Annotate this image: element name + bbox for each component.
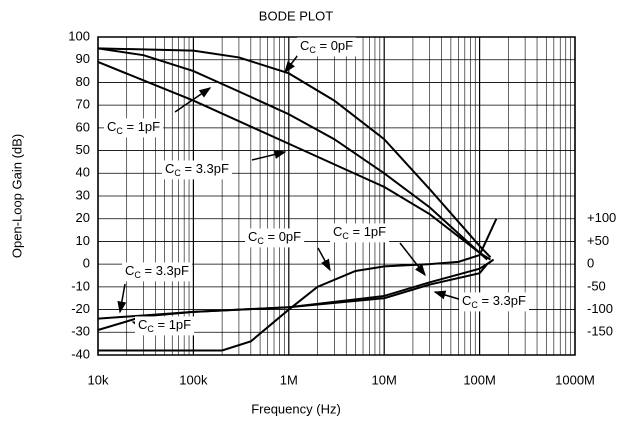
- annotation-text: = 0pF: [316, 38, 353, 53]
- y-tick-label: 80: [76, 74, 90, 89]
- annotation-background: [122, 262, 193, 282]
- y-tick-label: 10: [76, 233, 90, 248]
- y-tick-label: 100: [68, 28, 90, 43]
- annotation-sub: C: [257, 236, 264, 246]
- annotation: CC = 3.3pF: [125, 263, 189, 280]
- annotation: CC = 1pF: [138, 317, 191, 334]
- series-line: [97, 47, 488, 261]
- plot-frame: [97, 36, 576, 356]
- annotation-base: C: [248, 229, 257, 244]
- x-tick-label: 100M: [463, 372, 496, 387]
- y-tick-label: 30: [76, 187, 90, 202]
- y-tick-label: -10: [71, 278, 90, 293]
- annotation-sub: C: [147, 324, 154, 334]
- annotation-text: = 1pF: [154, 317, 191, 332]
- annotation-background: [135, 316, 195, 336]
- y-tick-label: 0: [83, 256, 90, 271]
- annotation-arrow: [317, 247, 331, 272]
- annotation-text: = 1pF: [123, 119, 160, 134]
- y-tick-label: 60: [76, 119, 90, 134]
- annotation-text: = 3.3pF: [181, 161, 229, 176]
- annotation-text: = 1pF: [349, 224, 386, 239]
- annotation: CC = 0pF: [248, 229, 301, 246]
- annotation-sub: C: [471, 300, 478, 310]
- annotation-sub: C: [116, 126, 123, 136]
- y-axis-label: Open-Loop Gain (dB): [9, 134, 24, 258]
- annotation: CC = 3.3pF: [165, 161, 229, 178]
- y-tick-label: 90: [76, 51, 90, 66]
- annotation-arrow: [117, 283, 127, 314]
- y-tick-label: -40: [71, 346, 90, 361]
- annotation: CC = 0pF: [300, 38, 353, 55]
- annotation-sub: C: [342, 231, 349, 241]
- series-line: [97, 47, 492, 259]
- y-tick-label: 70: [76, 97, 90, 112]
- series-line: [97, 261, 492, 320]
- y-tick-label: 50: [76, 142, 90, 157]
- annotation-background: [162, 160, 233, 180]
- annotation-base: C: [300, 38, 309, 53]
- annotation-base: C: [462, 293, 471, 308]
- annotation-arrow: [174, 87, 212, 113]
- annotation-sub: C: [174, 168, 181, 178]
- annotation-base: C: [125, 263, 134, 278]
- annotation-base: C: [165, 161, 174, 176]
- chart-title: BODE PLOT: [259, 8, 333, 23]
- annotation-sub: C: [309, 45, 316, 55]
- x-tick-label: 100k: [179, 372, 208, 387]
- annotation-text: = 0pF: [264, 229, 301, 244]
- y2-tick-label: -50: [587, 278, 606, 293]
- y2-tick-label: +50: [587, 233, 609, 248]
- y2-tick-label: -100: [587, 301, 613, 316]
- annotation: CC = 1pF: [107, 119, 160, 136]
- y2-tick-label: -150: [587, 324, 613, 339]
- annotation-base: C: [138, 317, 147, 332]
- y-tick-label: 20: [76, 210, 90, 225]
- annotation-background: [104, 118, 164, 138]
- annotation-arrow: [399, 242, 426, 277]
- annotation-background: [459, 292, 530, 312]
- annotation-base: C: [333, 224, 342, 239]
- y-tick-label: -20: [71, 301, 90, 316]
- x-tick-label: 1M: [280, 372, 298, 387]
- x-tick-label: 1000M: [555, 372, 595, 387]
- annotation-arrow: [284, 54, 299, 74]
- y2-tick-label: 0: [587, 256, 594, 271]
- annotation-background: [297, 37, 357, 57]
- annotation-text: = 3.3pF: [141, 263, 189, 278]
- annotation: CC = 3.3pF: [462, 293, 526, 310]
- x-tick-label: 10k: [88, 372, 109, 387]
- annotation-background: [330, 223, 390, 243]
- annotation-background: [245, 228, 305, 248]
- series-line: [98, 218, 498, 352]
- y-tick-label: -30: [71, 324, 90, 339]
- y-tick-label: 40: [76, 165, 90, 180]
- y2-tick-label: +100: [587, 210, 616, 225]
- annotation-sub: C: [134, 270, 141, 280]
- annotation: CC = 1pF: [333, 224, 386, 241]
- annotation-text: = 3.3pF: [478, 293, 526, 308]
- x-tick-label: 10M: [372, 372, 397, 387]
- annotation-arrow: [433, 290, 463, 301]
- annotation-arrow: [251, 150, 287, 161]
- x-axis-label: Frequency (Hz): [251, 401, 341, 416]
- annotation-base: C: [107, 119, 116, 134]
